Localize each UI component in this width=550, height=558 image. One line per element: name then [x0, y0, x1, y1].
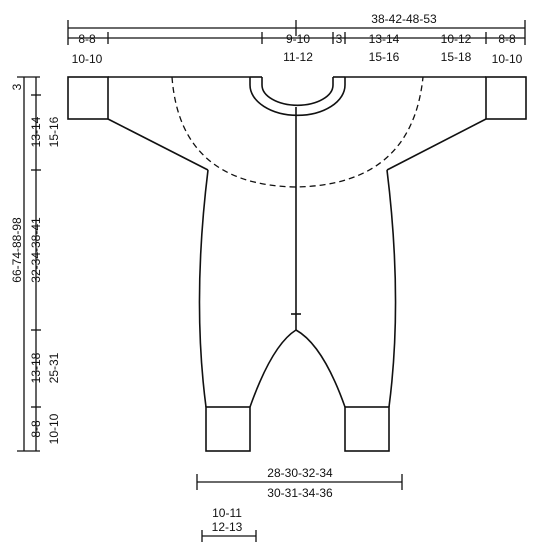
- center-front-line: [291, 107, 301, 330]
- top-upper-sleeve-line2: 15-16: [369, 50, 400, 64]
- left-armhole-line2: 15-16: [47, 116, 61, 147]
- left-dimension-line: [17, 76, 41, 452]
- top-upper-sleeve-line1: 13-14: [369, 32, 400, 46]
- top-cuff-left-line1: 8-8: [78, 32, 96, 46]
- bottom-width-line2: 30-31-34-36: [267, 486, 333, 500]
- bottom-foot-line1: 10-11: [212, 506, 242, 520]
- top-dimension-line: [67, 20, 526, 45]
- top-neck-line1: 9-10: [286, 32, 310, 46]
- top-lower-sleeve-line2: 15-18: [441, 50, 472, 64]
- left-ankle-line1: 8-8: [29, 420, 43, 438]
- top-neck-line2: 11-12: [283, 50, 313, 64]
- bottom-width-line1: 28-30-32-34: [267, 466, 333, 480]
- bottom-width-dimension: [196, 474, 403, 490]
- bottom-foot-line2: 12-13: [212, 520, 243, 534]
- top-lower-sleeve-line1: 10-12: [441, 32, 472, 46]
- top-cuff-right-line1: 8-8: [498, 32, 516, 46]
- left-ankle-line2: 10-10: [47, 413, 61, 444]
- bottom-foot-dimension: [201, 530, 257, 542]
- left-total-line1: 66-74-88-98: [10, 217, 24, 283]
- top-small-label: 3: [336, 32, 343, 46]
- left-leg-line2: 25-31: [47, 352, 61, 383]
- left-leg-line1: 13-18: [29, 352, 43, 383]
- yoke-dashed-curve: [171, 76, 424, 188]
- top-total-label: 38-42-48-53: [371, 12, 437, 26]
- top-cuff-left-line2: 10-10: [72, 52, 103, 66]
- garment-outline: [67, 76, 527, 452]
- left-top-label: 3: [10, 83, 24, 90]
- top-cuff-right-line2: 10-10: [492, 52, 523, 66]
- left-armhole-line1: 13-14: [29, 116, 43, 147]
- left-total-line2: 32-34-38-41: [29, 217, 43, 283]
